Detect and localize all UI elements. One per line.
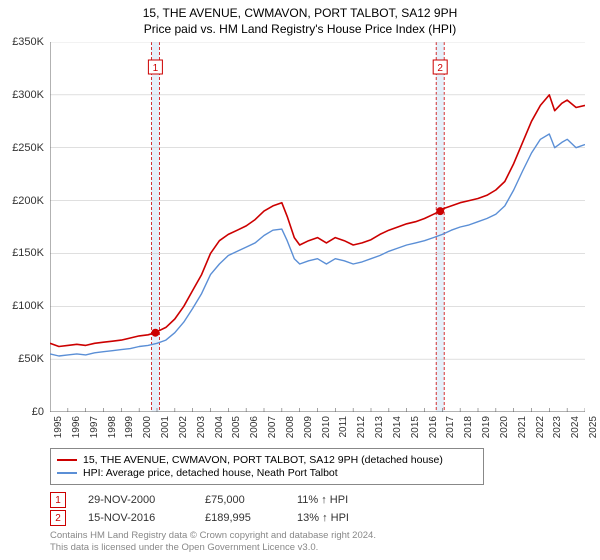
- chart-subtitle: Price paid vs. HM Land Registry's House …: [0, 22, 600, 36]
- y-tick-label: £250K: [12, 142, 44, 154]
- legend-swatch-series1: [57, 459, 77, 461]
- event-hpi: 11% ↑ HPI: [297, 494, 387, 506]
- x-tick-label: 2017: [445, 416, 456, 438]
- x-tick-label: 2021: [517, 416, 528, 438]
- footer-attribution: Contains HM Land Registry data © Crown c…: [50, 530, 376, 554]
- x-tick-label: 2010: [321, 416, 332, 438]
- x-tick-label: 2024: [570, 416, 581, 438]
- y-tick-label: £50K: [18, 353, 44, 365]
- chart-title-address: 15, THE AVENUE, CWMAVON, PORT TALBOT, SA…: [0, 6, 600, 20]
- x-tick-label: 1995: [53, 416, 64, 438]
- x-tick-label: 1996: [71, 416, 82, 438]
- x-tick-label: 2006: [249, 416, 260, 438]
- footer-line2: This data is licensed under the Open Gov…: [50, 542, 376, 554]
- chart-svg: 12: [50, 42, 585, 412]
- x-tick-label: 2016: [428, 416, 439, 438]
- x-tick-label: 1997: [89, 416, 100, 438]
- y-tick-label: £0: [32, 406, 44, 418]
- x-tick-label: 2014: [392, 416, 403, 438]
- event-marker-2: 2: [50, 510, 66, 526]
- x-tick-label: 1998: [107, 416, 118, 438]
- x-tick-label: 2025: [588, 416, 599, 438]
- x-tick-label: 2013: [374, 416, 385, 438]
- x-tick-label: 2004: [214, 416, 225, 438]
- event-date: 29-NOV-2000: [88, 494, 183, 506]
- event-price: £189,995: [205, 512, 275, 524]
- x-tick-label: 2023: [552, 416, 563, 438]
- x-tick-label: 2008: [285, 416, 296, 438]
- x-tick-label: 2011: [338, 416, 349, 438]
- x-tick-label: 1999: [124, 416, 135, 438]
- y-tick-label: £150K: [12, 247, 44, 259]
- x-tick-label: 2002: [178, 416, 189, 438]
- chart-container: 15, THE AVENUE, CWMAVON, PORT TALBOT, SA…: [0, 0, 600, 560]
- y-tick-label: £300K: [12, 89, 44, 101]
- legend-row: HPI: Average price, detached house, Neat…: [57, 467, 477, 479]
- event-rows: 1 29-NOV-2000 £75,000 11% ↑ HPI 2 15-NOV…: [50, 490, 570, 528]
- legend-box: 15, THE AVENUE, CWMAVON, PORT TALBOT, SA…: [50, 448, 484, 485]
- x-tick-label: 2007: [267, 416, 278, 438]
- x-tick-label: 2005: [231, 416, 242, 438]
- y-tick-label: £350K: [12, 36, 44, 48]
- x-tick-label: 2009: [303, 416, 314, 438]
- x-tick-label: 2018: [463, 416, 474, 438]
- svg-text:1: 1: [153, 63, 159, 74]
- event-marker-1: 1: [50, 492, 66, 508]
- x-tick-label: 2019: [481, 416, 492, 438]
- event-date: 15-NOV-2016: [88, 512, 183, 524]
- x-tick-label: 2003: [196, 416, 207, 438]
- legend-label-series1: 15, THE AVENUE, CWMAVON, PORT TALBOT, SA…: [83, 454, 443, 466]
- legend-swatch-series2: [57, 472, 77, 474]
- title-block: 15, THE AVENUE, CWMAVON, PORT TALBOT, SA…: [0, 0, 600, 36]
- event-row: 1 29-NOV-2000 £75,000 11% ↑ HPI: [50, 492, 570, 508]
- event-hpi: 13% ↑ HPI: [297, 512, 387, 524]
- x-tick-label: 2022: [535, 416, 546, 438]
- y-tick-label: £200K: [12, 195, 44, 207]
- chart-plot-area: 12: [50, 42, 585, 412]
- x-tick-label: 2001: [160, 416, 171, 438]
- x-tick-label: 2012: [356, 416, 367, 438]
- svg-text:2: 2: [437, 63, 443, 74]
- legend-label-series2: HPI: Average price, detached house, Neat…: [83, 467, 338, 479]
- legend-row: 15, THE AVENUE, CWMAVON, PORT TALBOT, SA…: [57, 454, 477, 466]
- event-price: £75,000: [205, 494, 275, 506]
- event-row: 2 15-NOV-2016 £189,995 13% ↑ HPI: [50, 510, 570, 526]
- x-tick-label: 2015: [410, 416, 421, 438]
- x-tick-label: 2000: [142, 416, 153, 438]
- x-tick-label: 2020: [499, 416, 510, 438]
- y-tick-label: £100K: [12, 300, 44, 312]
- y-axis-labels: £0£50K£100K£150K£200K£250K£300K£350K: [0, 42, 48, 412]
- footer-line1: Contains HM Land Registry data © Crown c…: [50, 530, 376, 542]
- x-axis-labels: 1995 1996 1997 1998 1999 2000 2001 2002 2003 2004…: [50, 414, 585, 444]
